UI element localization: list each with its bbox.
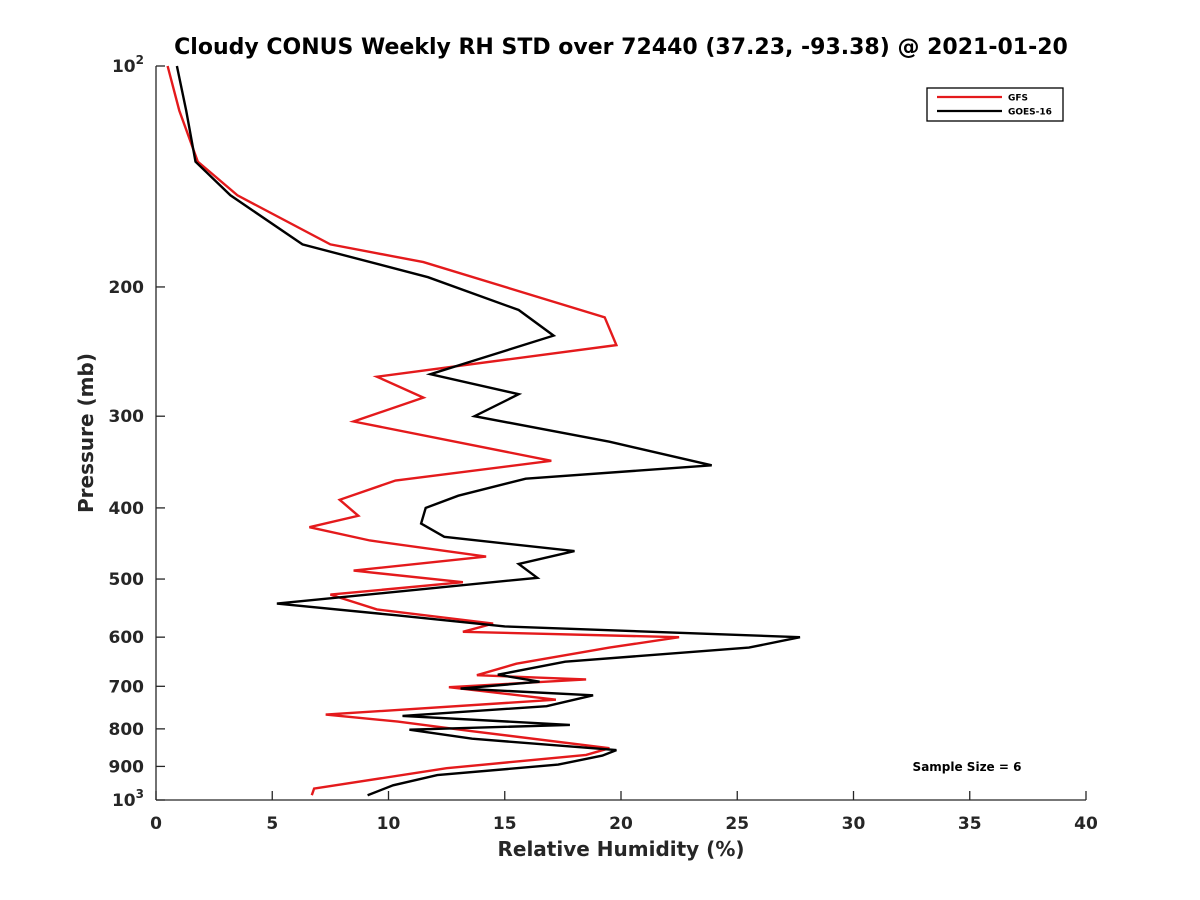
x-tick-label: 0 (150, 814, 162, 834)
x-tick-label: 5 (266, 814, 278, 834)
y-tick-label: 400 (109, 499, 145, 519)
x-tick-label: 10 (377, 814, 401, 834)
sample-size-annotation: Sample Size = 6 (913, 760, 1022, 774)
y-tick-label: 300 (109, 407, 145, 427)
x-axis-label: Relative Humidity (%) (497, 837, 744, 861)
legend-label-goes-16: GOES-16 (1008, 108, 1052, 118)
x-tick-label: 35 (958, 814, 982, 834)
series-line-goes-16 (175, 65, 801, 797)
y-axis-label: Pressure (mb) (74, 353, 98, 513)
y-tick-label: 200 (109, 278, 145, 298)
y-tick-label: 800 (109, 720, 145, 740)
chart-title: Cloudy CONUS Weekly RH STD over 72440 (3… (174, 35, 1068, 60)
x-tick-label: 25 (725, 814, 749, 834)
x-tick-label: 30 (842, 814, 866, 834)
y-tick-exponent: 2 (136, 53, 144, 67)
plot-area: 0 5 10 15 20 25 30 35 40102200300400500600700800… (109, 53, 1098, 834)
legend-box (926, 87, 1064, 122)
y-tick-label: 600 (109, 628, 145, 648)
y-tick-label: 700 (109, 677, 145, 697)
y-tick-label: 900 (109, 757, 145, 777)
legend-label-gfs: GFS (1008, 94, 1028, 104)
x-tick-label: 40 (1074, 814, 1098, 834)
y-tick-label: 500 (109, 570, 145, 590)
series-line-gfs (166, 65, 680, 796)
legend: GFS GOES-16 (937, 94, 1052, 118)
x-tick-label: 20 (609, 814, 633, 834)
x-tick-label: 15 (493, 814, 517, 834)
y-tick-exponent: 3 (136, 787, 144, 801)
